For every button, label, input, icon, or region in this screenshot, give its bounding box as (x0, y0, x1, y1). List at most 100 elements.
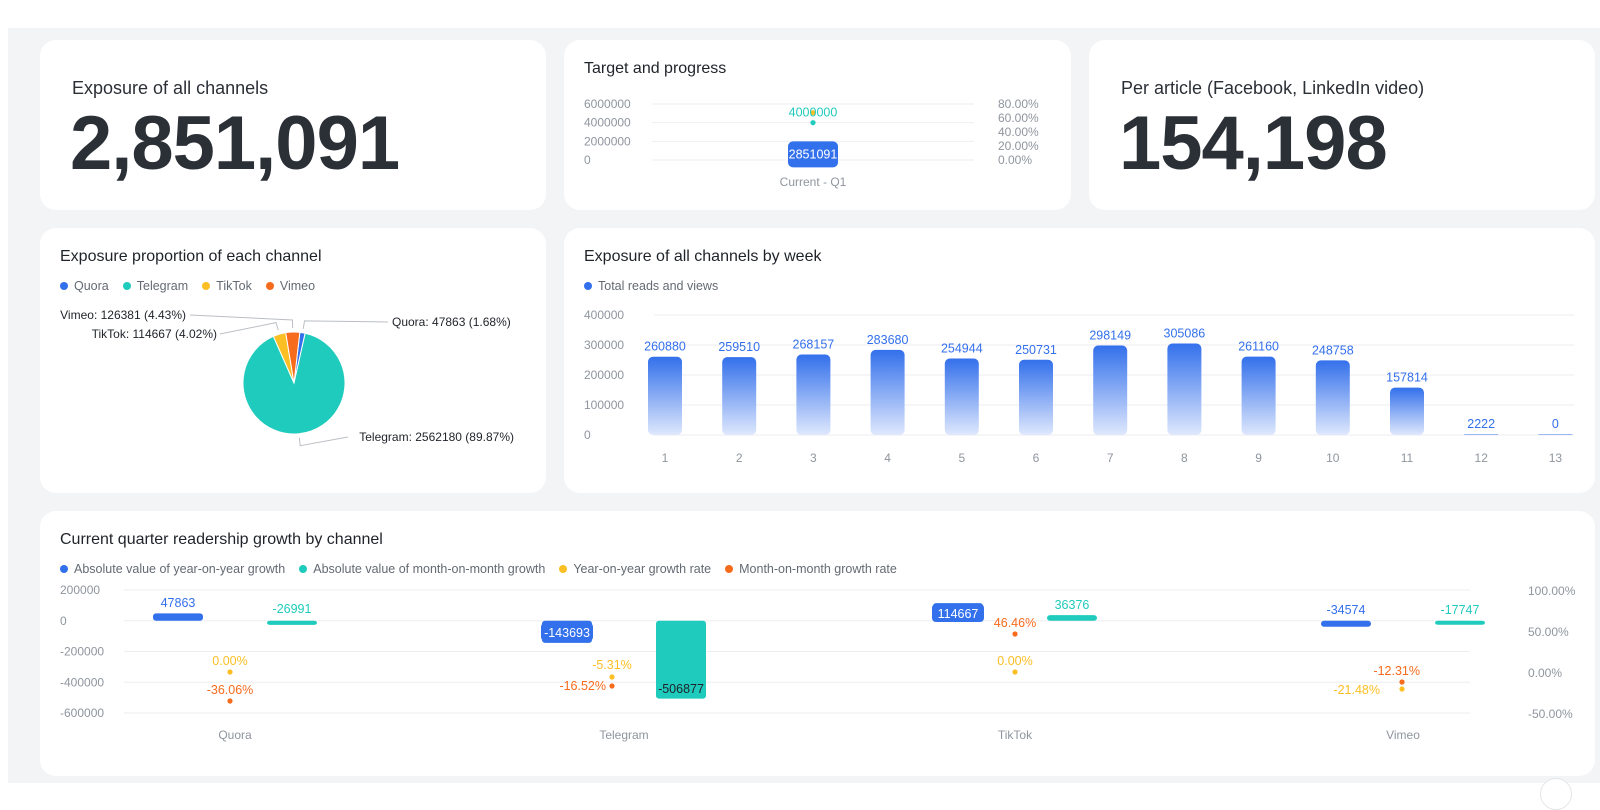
kpi-label: Per article (Facebook, LinkedIn video) (1121, 78, 1425, 98)
legend-dot (122, 282, 131, 290)
mom-growth-bar (1047, 615, 1097, 621)
pie-slice-label: Vimeo: 126381 (4.43%) (60, 308, 186, 322)
weekly-bar (944, 358, 979, 435)
card-title: Target and progress (584, 60, 727, 77)
target-point (810, 120, 816, 126)
kpi-label: Exposure of all channels (72, 78, 269, 98)
yoy-growth-value-badge (541, 623, 593, 641)
mom-growth-bar (267, 620, 317, 625)
legend-item-yoy-abs[interactable]: Absolute value of year-on-year growth (60, 562, 285, 576)
pie-leader-line (219, 322, 279, 335)
x-tick-label: 12 (1475, 451, 1489, 465)
weekly-bar-value-label: 298149 (1089, 329, 1131, 343)
y-tick-label: 200000 (60, 583, 100, 597)
x-tick-label: 2 (736, 451, 743, 465)
y2-tick-label: 20.00% (998, 139, 1039, 153)
y-tick-label: 6000000 (584, 97, 631, 111)
y2-tick-label: 0.00% (998, 153, 1032, 167)
x-tick-label: Telegram (599, 728, 648, 742)
legend-label: Year-on-year growth rate (573, 562, 712, 576)
y-tick-label: 100000 (584, 398, 624, 412)
y2-tick-label: 80.00% (998, 97, 1039, 111)
target-progress-card: Target and progress 6000000 4000000 200000… (564, 40, 1071, 210)
mom-rate-label: -16.52% (559, 679, 606, 693)
legend-item-mom-abs[interactable]: Absolute value of month-on-month growth (299, 562, 545, 576)
rate-point (810, 110, 816, 116)
weekly-bar (1019, 359, 1053, 435)
pie-slice (285, 331, 301, 384)
x-tick-label: TikTok (998, 728, 1033, 742)
y-tick-label: 0 (584, 153, 591, 167)
yoy-rate-label: -21.48% (1333, 683, 1380, 697)
y-tick-label: 400000 (584, 308, 624, 322)
yoy-growth-value-label: -34574 (1327, 603, 1366, 617)
mom-growth-value-label: -17747 (1441, 603, 1480, 617)
x-tick-label: 8 (1181, 451, 1188, 465)
y2-tick-label: 0.00% (1528, 666, 1562, 680)
weekly-bar (722, 357, 757, 435)
x-tick-label: 11 (1401, 451, 1414, 465)
yoy-rate-point (1012, 669, 1018, 675)
y-tick-label: 300000 (584, 338, 624, 352)
target-value-label: 4000000 (789, 106, 838, 120)
mom-growth-value-label: -26991 (273, 602, 312, 616)
yoy-rate-label: 0.00% (997, 654, 1032, 668)
kpi-card-exposure: Exposure of all channels 2,851,091 (40, 40, 546, 210)
mom-rate-point (227, 698, 233, 704)
card-title: Current quarter readership growth by cha… (60, 531, 383, 548)
pie-slice-label: Telegram: 2562180 (89.87%) (359, 430, 514, 444)
x-tick-label: 13 (1549, 451, 1563, 465)
legend-label: Telegram (136, 279, 189, 293)
weekly-bar-value-label: 305086 (1164, 326, 1206, 340)
pie-leader-line (189, 314, 294, 329)
legend-dot (60, 565, 68, 573)
y-tick-label: -600000 (60, 706, 104, 720)
legend-item-mom-rate[interactable]: Month-on-month growth rate (725, 562, 897, 576)
current-value-label: 2851091 (789, 147, 838, 161)
weekly-legend: Total reads and views (584, 279, 718, 293)
weekly-bar-value-label: 259510 (718, 340, 760, 354)
y-tick-label: 4000000 (584, 116, 631, 130)
current-value-badge (788, 141, 838, 168)
legend-item-yoy-rate[interactable]: Year-on-year growth rate (559, 562, 711, 576)
help-button[interactable] (1540, 778, 1572, 810)
legend-label: Quora (74, 279, 109, 293)
mom-rate-label: 46.46% (994, 616, 1036, 630)
weekly-bar (1464, 434, 1499, 435)
legend-dot (725, 565, 734, 573)
weekly-bar (1315, 360, 1350, 435)
y2-tick-label: -50.00% (1528, 707, 1573, 721)
y2-tick-label: 40.00% (998, 125, 1039, 139)
weekly-bar-value-label: 283680 (867, 333, 909, 347)
legend-item-quora[interactable]: Quora (60, 279, 109, 293)
pie-leader-line (298, 436, 349, 447)
weekly-bar (1241, 356, 1276, 435)
legend-item-total-reads[interactable]: Total reads and views (584, 279, 718, 293)
x-tick-label: 3 (810, 451, 817, 465)
x-tick-label: Quora (218, 728, 252, 742)
yoy-growth-bar (1321, 620, 1371, 627)
mom-rate-label: -12.31% (1373, 664, 1420, 678)
legend-item-telegram[interactable]: Telegram (122, 279, 189, 293)
mom-growth-bar (1435, 620, 1485, 625)
yoy-rate-label: -5.31% (592, 658, 632, 672)
legend-label: Total reads and views (598, 279, 719, 293)
weekly-bar (1390, 387, 1424, 435)
legend-item-tiktok[interactable]: TikTok (202, 279, 252, 293)
pie-slice-label: Quora: 47863 (1.68%) (392, 315, 511, 329)
weekly-bar (648, 356, 682, 435)
weekly-bar-value-label: 268157 (793, 338, 835, 352)
pie-slice (242, 332, 346, 435)
weekly-bar-value-label: 248758 (1312, 343, 1354, 357)
weekly-bar-value-label: 0 (1552, 417, 1559, 431)
weekly-bar-value-label: 2222 (1467, 417, 1495, 431)
mom-growth-bar (656, 620, 706, 699)
legend-label: Month-on-month growth rate (739, 562, 897, 576)
weekly-bar (1538, 434, 1573, 435)
x-tick-label: Current - Q1 (780, 175, 847, 189)
pie-leader-line (302, 320, 389, 329)
weekly-bar-value-label: 157814 (1386, 371, 1428, 385)
weekly-bar-chart: 4000003000002000001000000260880125951022… (584, 308, 1574, 465)
legend-label: TikTok (216, 279, 252, 293)
legend-item-vimeo[interactable]: Vimeo (265, 279, 315, 293)
